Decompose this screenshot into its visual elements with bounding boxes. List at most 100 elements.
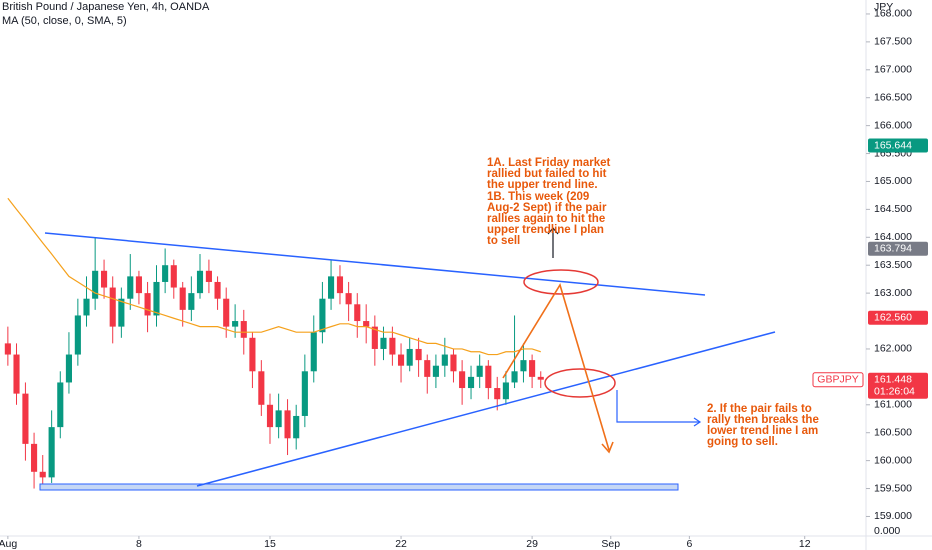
candle-body [39, 471, 46, 478]
annotation-line: rallied but failed to hit [487, 168, 607, 180]
candle-body [380, 337, 387, 349]
candle-body [467, 376, 475, 389]
candle-body [328, 276, 335, 299]
moving-average [7, 197, 541, 356]
candle-body [432, 365, 439, 377]
indicator-label: MA (50, close, 0, SMA, 5) [2, 15, 127, 27]
candle-body [502, 382, 509, 400]
candle-body [83, 298, 90, 316]
candle-body [101, 270, 108, 288]
x-tick-label: 12 [799, 538, 811, 550]
drawings [39, 227, 776, 491]
annotation-line: rally then breaks the [707, 414, 819, 426]
y-tick-label: 160.000 [874, 454, 912, 466]
price-tag [868, 241, 928, 256]
candle-body [109, 287, 116, 327]
candle-body [144, 293, 151, 316]
y-tick-label: 164.500 [874, 203, 912, 215]
upper-trendline [44, 232, 706, 296]
upper-ellipse [523, 269, 599, 295]
y-tick-label: 159.000 [874, 510, 912, 522]
y-tick-label: 166.500 [874, 91, 912, 103]
candle-body [13, 354, 20, 394]
up-arrowhead [547, 227, 559, 235]
symbol-tag [812, 372, 864, 388]
y-tick-label: 165.000 [874, 175, 912, 187]
candle-body [371, 326, 378, 349]
support-zone [39, 483, 679, 491]
candle-body [22, 393, 29, 444]
lower-trendline [196, 331, 776, 487]
candle-body [397, 354, 405, 366]
y-tick-label: 163.500 [874, 259, 912, 271]
candle-body [363, 321, 370, 327]
candle-body [196, 270, 204, 294]
candle-body [74, 315, 81, 355]
annotation-line: to sell [487, 235, 520, 247]
candle-body [450, 354, 457, 372]
break-arrowhead [693, 417, 702, 427]
x-tick-label: 15 [264, 538, 276, 550]
candle-body [249, 337, 256, 372]
candle-body [258, 371, 265, 405]
annotation-line: 1A. Last Friday market [487, 157, 611, 169]
candle-body [284, 410, 291, 439]
indicator-axis-label: 0.000 [874, 525, 900, 537]
annotation-line: 2. If the pair fails to [707, 403, 812, 415]
candle-body [135, 276, 142, 294]
price-tag-label: 161.448 [874, 374, 912, 386]
y-tick-label: 159.500 [874, 482, 912, 494]
candle-body [319, 298, 326, 333]
y-tick-label: 161.000 [874, 399, 912, 411]
candle-body [4, 343, 11, 355]
candle-body [354, 304, 361, 322]
candle-body [441, 354, 448, 366]
candle-body [459, 371, 466, 389]
x-tick-label: Sep [601, 538, 620, 550]
chart-title: British Pound / Japanese Yen, 4h, OANDA [2, 1, 210, 13]
candle-body [537, 376, 544, 380]
candle-body [31, 443, 38, 472]
x-tick-label: Aug [0, 538, 17, 550]
candle-body [223, 298, 230, 327]
y-tick-label: 168.000 [874, 8, 912, 20]
candle-body [406, 348, 413, 366]
candle-body [57, 382, 64, 428]
candle-body [65, 354, 72, 383]
candle-body [485, 365, 492, 389]
price-tag [868, 138, 928, 153]
price-tag-label: 163.794 [874, 243, 912, 255]
candle-body [266, 404, 274, 428]
y-tick-label: 160.500 [874, 426, 912, 438]
countdown: 01:26:04 [874, 386, 915, 398]
candle-body [424, 360, 431, 377]
candle-body [92, 270, 99, 299]
candle-body [389, 337, 396, 355]
y-tick-label: 162.000 [874, 343, 912, 355]
price-tag-label: 165.644 [874, 139, 912, 151]
y-tick-label: 167.000 [874, 64, 912, 76]
candle-body [310, 332, 317, 372]
candle-body [170, 265, 177, 288]
x-tick-label: 29 [526, 538, 538, 550]
plot-area [4, 197, 544, 489]
price-tag-label: 162.560 [874, 311, 912, 323]
candle-body [275, 410, 282, 428]
candle-body [48, 427, 55, 478]
annotation-line: rallies again to hit the [487, 213, 605, 225]
candle-body [520, 360, 527, 372]
candle-body [188, 293, 195, 310]
x-tick-label: 6 [686, 538, 692, 550]
currency-label: JPY [874, 1, 893, 13]
candle-body [301, 371, 308, 416]
annotation-line: Aug-2 Sept) if the pair [487, 202, 607, 214]
candle-body [494, 388, 501, 400]
candle-body [179, 287, 186, 310]
candle-body [118, 298, 125, 327]
price-tag [868, 372, 928, 399]
candle-body [153, 281, 160, 316]
annotation-line: lower trend line I am [707, 425, 818, 437]
candle-body [529, 360, 536, 377]
candle-body [476, 365, 483, 377]
